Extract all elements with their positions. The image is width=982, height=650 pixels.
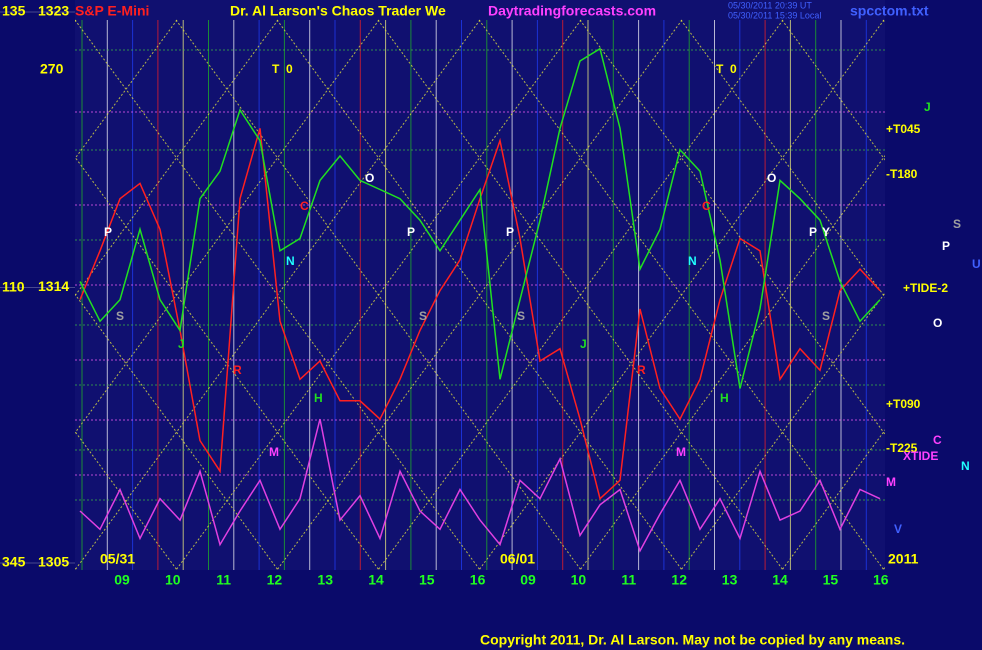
- diagonal-line: [579, 154, 885, 570]
- left-label: 270: [40, 61, 64, 77]
- annotation: O: [933, 316, 942, 330]
- annotation: O: [365, 171, 374, 185]
- annotation: T 0: [272, 62, 293, 76]
- annotation: XTIDE: [903, 449, 938, 463]
- x-tick-label: 09: [114, 572, 130, 588]
- diagonal-line: [75, 19, 178, 160]
- annotation: C: [702, 199, 711, 213]
- copyright: Copyright 2011, Dr. Al Larson. May not b…: [480, 632, 905, 648]
- annotation: V: [894, 522, 902, 536]
- annotation: P: [942, 239, 950, 253]
- annotation: -T225: [886, 441, 918, 455]
- y-tick-label: 1323: [38, 3, 69, 19]
- grid: [75, 19, 885, 570]
- diagonal-line: [75, 19, 279, 297]
- annotation: P: [506, 225, 514, 239]
- annotation: J: [580, 337, 587, 351]
- annotation: T 0: [716, 62, 737, 76]
- annotation: N: [286, 254, 295, 268]
- annotation: +T045: [886, 122, 921, 136]
- date-label: 06/01: [500, 551, 535, 567]
- y-tick-label: 1314: [38, 278, 69, 294]
- annotation: O: [767, 171, 776, 185]
- x-tick-label: 13: [722, 572, 738, 588]
- time-ut: 05/30/2011 20:39 UT: [728, 0, 812, 10]
- diagonal-line: [781, 429, 885, 570]
- annotation: Y: [822, 225, 830, 239]
- left-label: 345: [2, 554, 26, 570]
- date-label: 2011: [888, 551, 919, 567]
- x-tick-label: 16: [470, 572, 486, 588]
- annotation: C: [933, 433, 942, 447]
- diagonal-line: [478, 19, 885, 570]
- annotation: S: [116, 309, 124, 323]
- annotation: J: [178, 337, 185, 351]
- x-tick-label: 11: [216, 572, 231, 588]
- annotation: M: [886, 475, 896, 489]
- annotation: U: [972, 257, 981, 271]
- x-tick-label: 12: [671, 572, 687, 588]
- diagonal-line: [75, 430, 178, 570]
- annotation: +TIDE-2: [903, 281, 948, 295]
- annotation: J: [924, 100, 931, 114]
- annotation: C: [300, 199, 309, 213]
- annotation: P: [407, 225, 415, 239]
- x-tick-label: 14: [368, 572, 384, 588]
- annotation: -T180: [886, 167, 918, 181]
- x-tick-label: 14: [772, 572, 788, 588]
- x-tick-label: 11: [621, 572, 636, 588]
- annotation: S: [517, 309, 525, 323]
- x-tick-label: 10: [165, 572, 181, 588]
- x-tick-label: 09: [520, 572, 536, 588]
- x-axis-band: [75, 570, 885, 594]
- x-tick-label: 16: [873, 572, 889, 588]
- x-tick-label: 10: [571, 572, 587, 588]
- annotation: P: [809, 225, 817, 239]
- left-label: 135: [2, 3, 26, 19]
- left-label: 110: [2, 279, 25, 295]
- annotation: M: [676, 445, 686, 459]
- annotation: S: [419, 309, 427, 323]
- x-tick-label: 12: [267, 572, 283, 588]
- annotation: +T090: [886, 397, 921, 411]
- y-tick-label: 1305: [38, 554, 69, 570]
- annotation: P: [104, 225, 112, 239]
- diagonal-line: [781, 19, 885, 161]
- diagonal-line: [680, 292, 885, 570]
- annotation: H: [720, 391, 729, 405]
- diagonal-line: [276, 19, 683, 570]
- x-tick-label: 13: [317, 572, 333, 588]
- diagonal-line: [377, 19, 784, 570]
- annotation: S: [953, 217, 961, 231]
- annotation: N: [688, 254, 697, 268]
- file-name: spcctom.txt: [850, 3, 929, 19]
- site: Daytradingforecasts.com: [488, 3, 656, 19]
- x-tick-label: 15: [419, 572, 435, 588]
- annotation: R: [233, 363, 242, 377]
- date-label: 05/31: [100, 551, 135, 567]
- diagonal-line: [175, 19, 582, 570]
- annotation: N: [961, 459, 970, 473]
- annotation: R: [637, 363, 646, 377]
- x-tick-label: 15: [823, 572, 839, 588]
- symbol: S&P E-Mini: [75, 3, 149, 19]
- diagonal-line: [75, 19, 380, 434]
- time-local: 05/30/2011 15:39 Local: [728, 10, 821, 20]
- annotation: M: [269, 445, 279, 459]
- annotation: H: [314, 391, 323, 405]
- title: Dr. Al Larson's Chaos Trader We: [230, 3, 446, 19]
- series-line: [79, 128, 881, 501]
- series-line: [79, 47, 881, 389]
- series-line: [79, 418, 881, 553]
- annotation: S: [822, 309, 830, 323]
